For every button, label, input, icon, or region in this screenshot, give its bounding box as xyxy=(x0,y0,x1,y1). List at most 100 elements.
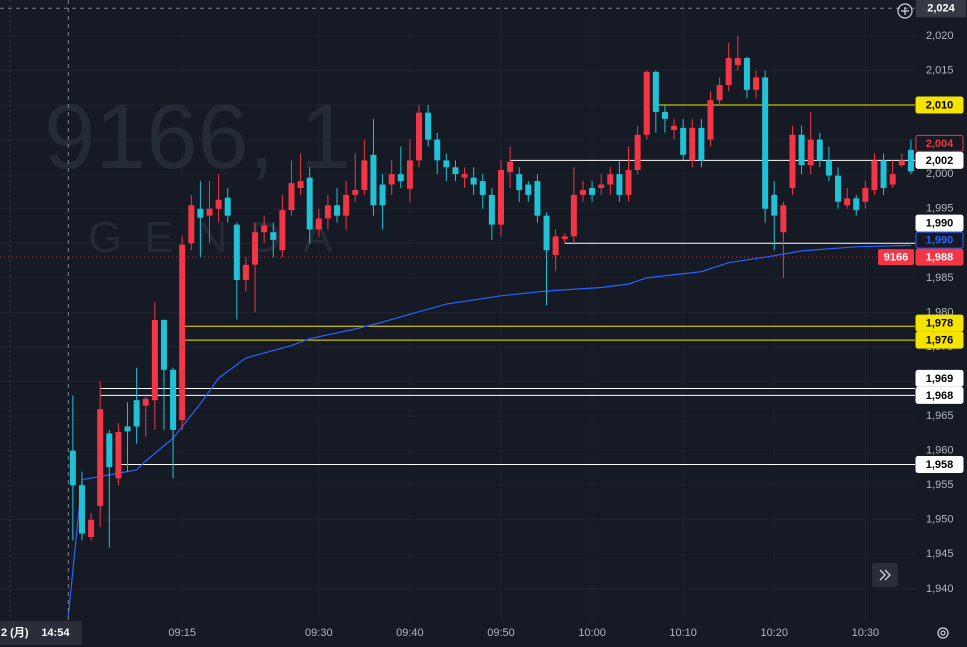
candle-body xyxy=(907,149,914,172)
candle-body xyxy=(170,369,177,430)
symbol-tag-box xyxy=(878,249,914,266)
candle-body xyxy=(242,264,249,280)
y-tick-label: 1,965 xyxy=(926,410,954,422)
candle-body xyxy=(525,184,532,195)
candle-body xyxy=(716,85,723,101)
candle-body xyxy=(579,190,586,195)
candle-body xyxy=(479,181,486,195)
price-label: 2,004 xyxy=(926,138,954,150)
candle-body xyxy=(306,177,313,230)
candle-body xyxy=(133,400,140,427)
candle-body xyxy=(561,236,568,240)
candle-body xyxy=(160,320,167,370)
candle-body xyxy=(743,58,750,90)
candle-body xyxy=(97,409,104,506)
candle-body xyxy=(324,205,331,219)
price-label: 1,990 xyxy=(926,218,954,230)
add-button[interactable] xyxy=(897,3,913,19)
candle-body xyxy=(69,450,76,486)
candle-body xyxy=(315,218,322,230)
candle-body xyxy=(379,184,386,206)
candle-body xyxy=(206,208,213,216)
price-label-box xyxy=(915,231,964,249)
price-label-box xyxy=(915,455,964,473)
price-label-box xyxy=(915,314,964,332)
candle-body xyxy=(470,177,477,185)
candle-body xyxy=(497,170,504,225)
price-label-box xyxy=(915,151,964,169)
watermark-symbol: 9166, 1 xyxy=(44,86,351,188)
price-label: 1,968 xyxy=(926,390,954,402)
price-label-box xyxy=(915,331,964,349)
price-label: 1,976 xyxy=(926,334,954,346)
candle-body xyxy=(652,71,659,112)
candle-body xyxy=(370,154,377,206)
y-tick-label: 2,000 xyxy=(926,168,954,180)
candle-body xyxy=(825,160,832,176)
candle-body xyxy=(798,134,805,166)
candle-body xyxy=(835,175,842,202)
candle-body xyxy=(543,215,550,251)
settings-button[interactable] xyxy=(937,627,949,639)
y-tick-label: 2,015 xyxy=(926,64,954,76)
crosshair-time-box xyxy=(0,621,82,645)
candle-body xyxy=(616,174,623,195)
price-label: 1,988 xyxy=(926,252,954,264)
candle-body xyxy=(270,232,277,240)
candle-body xyxy=(124,426,131,432)
candle-body xyxy=(625,170,632,195)
candle-body xyxy=(151,320,158,401)
candle-body xyxy=(507,161,514,173)
candle-body xyxy=(297,181,304,189)
y-tick-label: 1,940 xyxy=(926,583,954,595)
candle-body xyxy=(707,100,714,140)
scroll-to-end-button[interactable] xyxy=(872,563,898,587)
candle-body xyxy=(78,485,85,534)
candle-body xyxy=(534,181,541,216)
price-label-box xyxy=(915,214,964,232)
candle-body xyxy=(106,433,113,468)
candle-body xyxy=(607,174,614,185)
candle-body xyxy=(816,139,823,161)
candle-body xyxy=(789,134,796,189)
price-label: 1,978 xyxy=(926,317,954,329)
candle-body xyxy=(261,225,268,233)
price-label-box xyxy=(915,96,964,114)
y-tick-label: 1,955 xyxy=(926,479,954,491)
candle-body xyxy=(762,77,769,209)
watermark-name: GENDA xyxy=(88,213,354,262)
candle-body xyxy=(689,127,696,161)
candle-body xyxy=(142,398,149,406)
candle-body xyxy=(215,199,222,209)
candle-body xyxy=(406,160,413,189)
candle-body xyxy=(397,174,404,182)
candle-body xyxy=(288,183,295,211)
candle-body xyxy=(179,244,186,421)
candle-body xyxy=(361,160,368,191)
candle-body xyxy=(425,112,432,140)
x-tick-label: 10:00 xyxy=(578,627,606,639)
candle-body xyxy=(698,127,705,161)
candle-body xyxy=(452,167,459,175)
candle-body xyxy=(88,519,95,538)
candle-body xyxy=(889,174,896,185)
crosshair-price-box xyxy=(916,0,966,18)
candle-body xyxy=(807,139,814,166)
time-axis xyxy=(0,620,967,647)
x-tick-label: 09:15 xyxy=(168,627,196,639)
candle-body xyxy=(680,127,687,155)
price-label-box xyxy=(915,134,964,152)
x-tick-label: 10:10 xyxy=(669,627,697,639)
candle-body xyxy=(898,160,905,166)
candle-body xyxy=(233,224,240,280)
candle-body xyxy=(661,111,668,119)
x-tick-label: 10:20 xyxy=(760,627,788,639)
candle-body xyxy=(224,197,231,216)
price-label: 1,958 xyxy=(926,459,954,471)
candle-body xyxy=(488,194,495,225)
candle-body xyxy=(434,139,441,161)
x-tick-label: 09:30 xyxy=(305,627,333,639)
candle-body xyxy=(643,71,650,135)
candle-body xyxy=(188,205,195,244)
